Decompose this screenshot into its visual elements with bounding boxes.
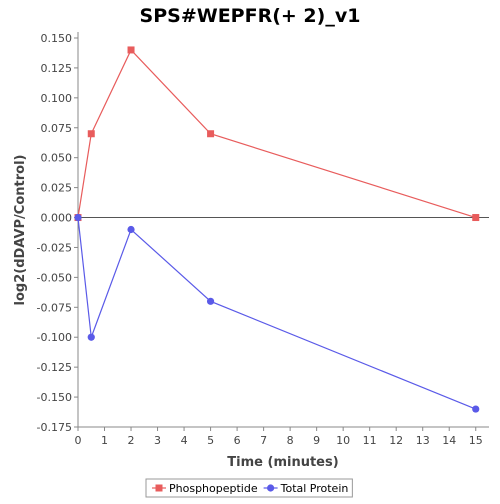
x-tick-label: 6 <box>234 434 241 447</box>
y-tick-label: 0.075 <box>41 122 73 135</box>
x-tick-label: 9 <box>313 434 320 447</box>
legend-box <box>145 478 353 498</box>
plot-area <box>78 32 489 427</box>
y-tick-label: 0.100 <box>41 92 73 105</box>
x-tick-label: 12 <box>389 434 403 447</box>
y-tick-label: 0.150 <box>41 32 73 45</box>
x-axis: 0 1 2 3 4 5 6 7 8 9 10 11 12 13 14 15 <box>75 426 489 447</box>
x-tick-label: 11 <box>363 434 377 447</box>
x-tick-label: 4 <box>181 434 188 447</box>
y-tick-label: 0.025 <box>41 182 73 195</box>
data-point-total-protein <box>472 405 480 413</box>
x-tick-label: 14 <box>442 434 456 447</box>
x-tick-label: 5 <box>207 434 214 447</box>
legend-label-phosphopeptide: Phosphopeptide <box>169 482 258 495</box>
data-point-phosphopeptide <box>127 46 135 54</box>
x-tick-label: 1 <box>101 434 108 447</box>
y-tick-label: 0.125 <box>41 62 73 75</box>
y-tick-label: -0.175 <box>37 421 72 434</box>
data-point-phosphopeptide <box>472 214 480 222</box>
data-point-phosphopeptide <box>87 130 95 138</box>
x-tick-label: 0 <box>75 434 82 447</box>
legend-marker-phosphopeptide <box>155 484 163 492</box>
x-tick-label: 15 <box>469 434 483 447</box>
y-tick-label: -0.100 <box>37 331 72 344</box>
y-tick-label: -0.150 <box>37 391 72 404</box>
data-point-total-protein <box>74 213 82 222</box>
series-group <box>74 46 480 413</box>
x-tick-label: 7 <box>260 434 267 447</box>
y-tick-label: -0.075 <box>37 301 72 314</box>
data-point-total-protein <box>127 225 135 234</box>
x-tick-label: 2 <box>128 434 135 447</box>
x-tick-label: 3 <box>154 434 161 447</box>
y-tick-label: -0.125 <box>37 361 72 374</box>
data-point-total-protein <box>206 297 215 305</box>
legend: Phosphopeptide Total Protein <box>145 478 353 498</box>
y-tick-label: 0.000 <box>41 212 73 225</box>
data-point-total-protein <box>87 333 95 341</box>
x-tick-label: 8 <box>287 434 294 447</box>
x-axis-title: Time (minutes) <box>227 455 338 470</box>
y-tick-label: 0.050 <box>41 152 73 165</box>
y-axis: -0.175 -0.150 -0.125 -0.100 -0.075 -0.050 -0.0… <box>37 32 79 434</box>
y-tick-label: -0.050 <box>37 271 72 284</box>
y-tick-label: -0.025 <box>37 241 72 254</box>
x-tick-label: 13 <box>416 434 430 447</box>
legend-marker-total-protein <box>267 484 275 492</box>
legend-label-total-protein: Total Protein <box>280 482 349 495</box>
chart-title: SPS#WEPFR(+ 2)_v1 <box>140 5 361 27</box>
data-point-phosphopeptide <box>207 130 215 138</box>
y-axis-title: log2(dDAVP/Control) <box>13 155 28 306</box>
x-tick-label: 10 <box>336 434 350 447</box>
